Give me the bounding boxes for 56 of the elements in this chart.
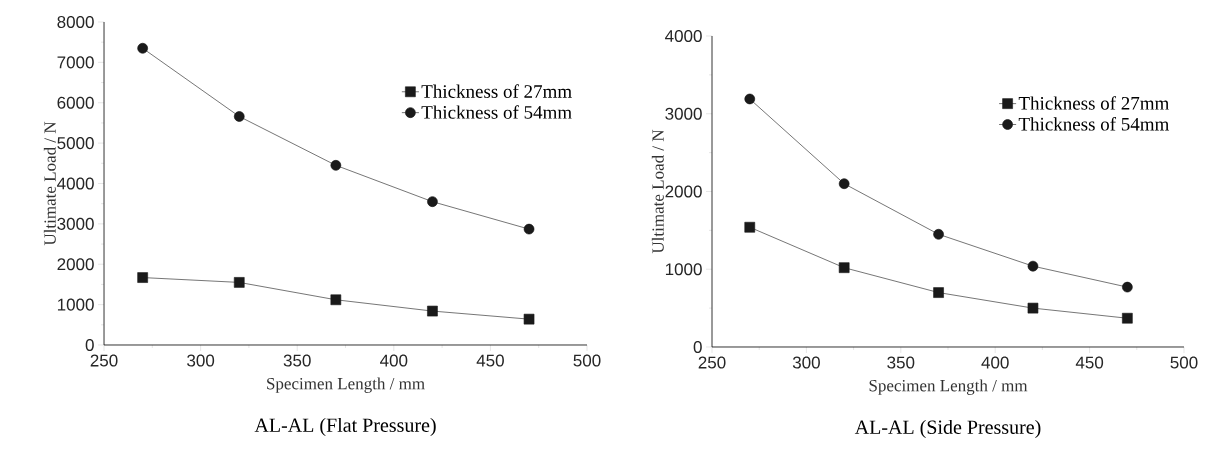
y-tick-label: 1000: [57, 298, 94, 311]
point: [330, 160, 342, 171]
y-tick-label: 8000: [57, 15, 94, 29]
y-axis-title: Ultimate Load / N: [651, 129, 664, 254]
point: [1122, 281, 1133, 293]
y-tick-label: 2000: [57, 258, 94, 271]
point: [838, 178, 850, 190]
y-tick-label: 3000: [665, 107, 702, 120]
legend-label: Thickness of 27mm: [1018, 96, 1170, 110]
y-tick-label: 0: [85, 338, 94, 352]
point: [1027, 302, 1039, 314]
x-tick-label: 500: [573, 354, 601, 367]
x-tick-label: 450: [1075, 356, 1104, 369]
x-tick-label: 300: [792, 356, 820, 369]
text: AL-AL (Flat Pressure): [254, 417, 436, 437]
y-tick-label: 2000: [665, 185, 702, 198]
x-tick-label: 350: [283, 354, 311, 367]
legend-label: Thickness of 27mm: [421, 84, 572, 98]
point: [744, 221, 756, 233]
y-tick-label: 0: [693, 340, 702, 354]
x-tick-label: 450: [476, 354, 504, 367]
y-tick-label: 3000: [57, 217, 94, 230]
point: [523, 223, 535, 235]
legend-label: Thickness of 54mm: [421, 105, 572, 119]
y-tick-label: 4000: [57, 177, 94, 190]
x-tick-label: 500: [1170, 356, 1198, 369]
point: [838, 262, 850, 273]
point: [330, 294, 342, 306]
legend-label: Thickness of 54mm: [1018, 117, 1170, 131]
point: [427, 196, 438, 207]
point: [233, 111, 245, 122]
y-tick-label: 1000: [665, 263, 702, 276]
y-axis-title: Ultimate Load / N: [43, 121, 56, 246]
point: [744, 93, 756, 105]
x-tick-label: 400: [380, 354, 408, 367]
x-tick-label: 250: [698, 356, 726, 369]
y-tick-label: 7000: [57, 56, 94, 69]
x-tick-label: 350: [887, 356, 915, 369]
point: [1122, 312, 1133, 324]
point: [933, 228, 944, 240]
x-axis-title: Specimen Length / mm: [267, 377, 425, 393]
text: AL-AL (Side Pressure): [854, 419, 1041, 439]
x-axis-title: Specimen Length / mm: [869, 379, 1028, 395]
x-tick-label: 300: [187, 354, 215, 367]
point: [1027, 260, 1039, 272]
y-tick-label: 5000: [57, 137, 94, 150]
point: [137, 272, 148, 283]
y-tick-label: 6000: [57, 96, 94, 109]
x-tick-label: 250: [90, 354, 118, 367]
point: [933, 287, 944, 298]
x-tick-label: 400: [981, 356, 1009, 369]
point: [427, 305, 438, 317]
point: [523, 313, 535, 325]
y-tick-label: 4000: [665, 29, 702, 43]
point: [137, 42, 148, 54]
point: [233, 277, 245, 288]
